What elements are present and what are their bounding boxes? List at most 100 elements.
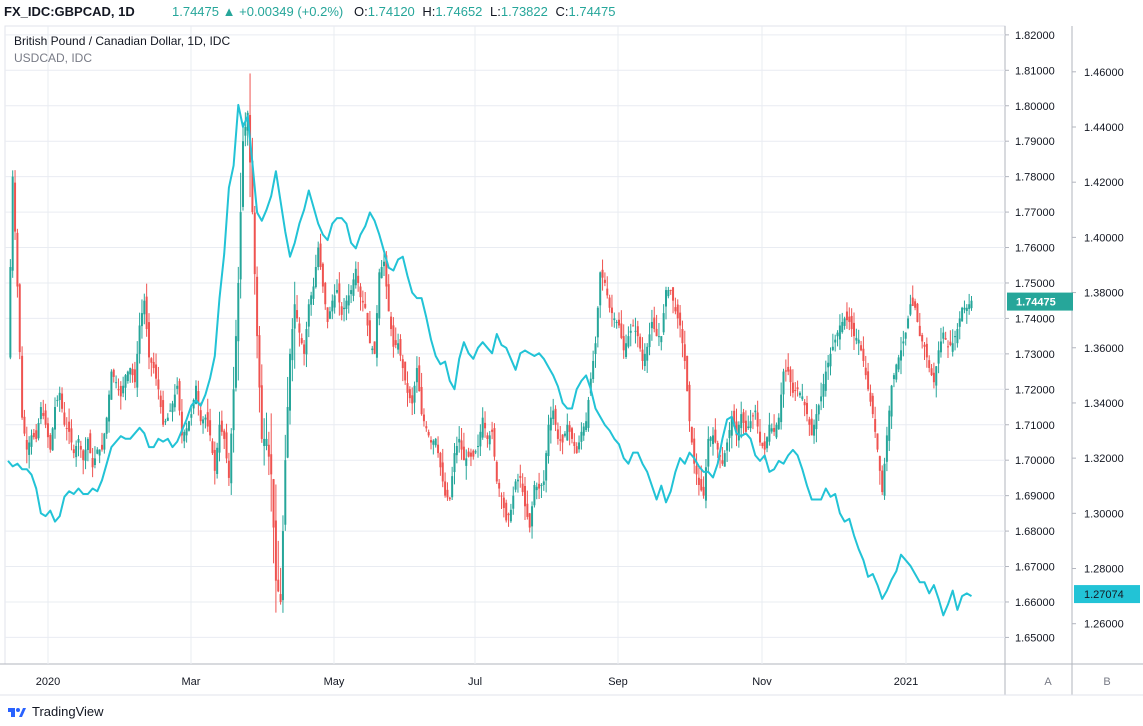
candle-body — [900, 350, 902, 361]
candle-body — [502, 497, 505, 509]
candle-body — [672, 287, 675, 301]
candle-body — [112, 369, 115, 377]
candle-body — [810, 418, 813, 436]
candle-body — [798, 392, 801, 396]
candle-body — [827, 362, 830, 368]
candle-body — [225, 432, 228, 459]
candle-body — [462, 446, 465, 461]
candle-body — [632, 325, 635, 327]
chart-grid — [0, 25, 1143, 696]
candle-body — [157, 379, 160, 390]
candle-body — [197, 391, 200, 404]
candle-body — [603, 279, 606, 283]
candle-body — [375, 313, 378, 358]
high-label: H: — [422, 4, 436, 19]
candle-body — [963, 307, 966, 310]
close-label: C: — [555, 4, 569, 19]
candle-body — [789, 369, 792, 383]
candle-body — [387, 284, 390, 312]
candle-body — [270, 454, 273, 475]
candle-body — [914, 301, 917, 308]
candle-body — [761, 442, 764, 447]
candle-body — [169, 410, 172, 412]
candle-body — [56, 399, 59, 401]
candle-body — [333, 295, 336, 308]
candle-body — [272, 479, 275, 528]
candle-body — [707, 438, 710, 467]
candle-body — [556, 429, 559, 439]
candle-body — [28, 442, 31, 455]
last-price: 1.74475 — [172, 4, 219, 19]
candle-body — [199, 410, 202, 422]
candle-body — [578, 442, 581, 450]
auto-scale-button[interactable]: A — [1044, 676, 1052, 688]
candle-body — [281, 531, 284, 601]
candle-body — [373, 341, 376, 354]
symbol-header: FX_IDC:GBPCAD, 1D 1.74475 ▲ +0.00349 (+0… — [0, 0, 1143, 26]
candle-body — [136, 353, 139, 388]
candle-body — [885, 435, 888, 462]
candle-body — [328, 311, 331, 319]
candle-body — [171, 403, 174, 413]
candle-body — [9, 267, 12, 358]
tradingview-icon — [8, 707, 26, 717]
low-value: 1.73822 — [500, 4, 548, 19]
candle-body — [646, 346, 649, 361]
right-scale-button[interactable]: B — [1103, 676, 1111, 688]
candle-body — [589, 378, 592, 394]
candle-body — [354, 268, 357, 286]
candle-body — [674, 307, 677, 312]
plot-frame — [4, 25, 1006, 665]
candle-body — [138, 325, 141, 354]
left-tick-label: 1.74000 — [1015, 313, 1055, 325]
candle-body — [39, 407, 42, 420]
candle-body — [58, 392, 61, 400]
candle-body — [721, 460, 724, 464]
candle-body — [216, 447, 219, 475]
candle-body — [242, 141, 244, 207]
candle-body — [345, 300, 348, 310]
right-tick-label: 1.44000 — [1084, 122, 1124, 134]
candle-body — [411, 395, 414, 404]
candle-body — [794, 389, 797, 392]
close-value: 1.74475 — [568, 4, 616, 19]
candle-body — [307, 304, 310, 327]
candle-body — [679, 312, 682, 326]
candle-body — [759, 431, 761, 443]
candle-body — [84, 449, 87, 461]
candle-body — [730, 417, 733, 436]
candle-body — [862, 348, 865, 361]
candle-body — [641, 349, 644, 361]
time-tick-label: Sep — [608, 676, 628, 688]
candle-body — [119, 385, 122, 397]
candle-body — [615, 321, 618, 323]
candle-body — [72, 449, 75, 454]
candle-body — [876, 433, 879, 450]
main-series-legend[interactable]: British Pound / Canadian Dollar, 1D, IDC — [14, 34, 231, 48]
compare-series-legend[interactable]: USDCAD, IDC — [14, 51, 93, 65]
candle-body — [486, 435, 489, 439]
price-axis-left: 1.82000 1.81000 1.80000 1.79000 1.78000 1.770… — [1005, 30, 1055, 644]
candle-body — [336, 290, 338, 293]
right-tick-label: 1.40000 — [1084, 232, 1124, 244]
candle-body — [25, 439, 28, 450]
candle-body — [93, 458, 96, 466]
candle-body — [683, 344, 686, 361]
candle-body — [780, 394, 783, 423]
candle-body — [622, 336, 625, 351]
candle-body — [700, 479, 703, 491]
candle-body — [23, 416, 26, 434]
candle-body — [265, 438, 268, 446]
candle-body — [458, 438, 461, 443]
symbol-title[interactable]: FX_IDC:GBPCAD, 1D — [4, 4, 135, 19]
candle-body — [42, 412, 45, 416]
candle-body — [897, 357, 900, 370]
candle-body — [223, 430, 226, 439]
time-tick-label: 2021 — [894, 676, 918, 688]
candle-body — [209, 420, 212, 436]
candle-body — [453, 453, 456, 473]
right-tick-label: 1.28000 — [1084, 564, 1124, 576]
tradingview-logo[interactable]: TradingView — [8, 704, 104, 719]
candle-body — [183, 431, 186, 442]
